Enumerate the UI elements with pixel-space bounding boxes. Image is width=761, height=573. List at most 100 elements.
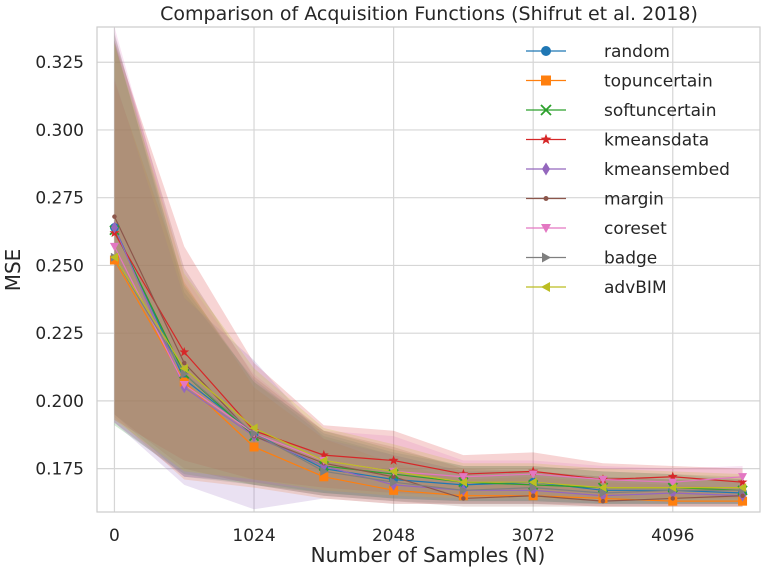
x-tick-label: 1024 xyxy=(232,526,275,546)
marker-point xyxy=(543,196,549,201)
marker-triangle-left xyxy=(109,252,119,262)
x-tick-label: 3072 xyxy=(512,526,555,546)
marker-point xyxy=(461,496,466,501)
band-margin xyxy=(114,35,743,507)
x-axis-label: Number of Samples (N) xyxy=(311,543,546,567)
y-tick-label: 0.225 xyxy=(35,324,84,344)
y-axis-label: MSE xyxy=(1,249,25,292)
marker-star xyxy=(540,133,552,145)
marker-point xyxy=(112,214,117,219)
marker-triangle-left xyxy=(541,282,550,292)
line-margin xyxy=(113,216,743,502)
plot-frame xyxy=(96,26,761,513)
marker-square xyxy=(541,75,551,86)
marker-triangle-right xyxy=(180,369,189,379)
legend-item-topuncertain: topuncertain xyxy=(526,72,713,92)
marker-star xyxy=(667,471,678,481)
y-tick-label: 0.275 xyxy=(35,189,84,209)
y-tick-label: 0.175 xyxy=(35,460,84,480)
marker-circle xyxy=(541,46,551,56)
marker-triangle-down xyxy=(598,475,608,484)
band-badge xyxy=(114,32,743,504)
marker-triangle-down xyxy=(668,478,678,487)
y-tick-label: 0.250 xyxy=(35,256,84,276)
marker-point xyxy=(600,498,606,504)
y-tick-labels: 0.175 0.200 0.225 0.250 0.275 0.300 0.325 xyxy=(35,53,84,479)
series-markers xyxy=(109,214,748,506)
markers-advBIM xyxy=(109,252,747,493)
marker-diamond xyxy=(542,162,550,176)
band-advBIM xyxy=(114,43,743,502)
marker-diamond xyxy=(110,221,119,234)
legend-item-kmeansdata: kmeansdata xyxy=(526,131,709,151)
legend-label: badge xyxy=(604,249,657,269)
marker-square xyxy=(668,496,678,506)
marker-square xyxy=(109,255,119,265)
legend-label: random xyxy=(604,42,670,62)
marker-triangle-down xyxy=(541,224,551,233)
marker-triangle-down xyxy=(458,473,468,482)
marker-point xyxy=(530,493,536,498)
marker-triangle-down xyxy=(109,242,119,251)
band-topuncertain xyxy=(114,81,743,507)
band-kmeansembed xyxy=(114,78,743,510)
legend-label: coreset xyxy=(604,219,667,239)
confidence-bands xyxy=(114,27,743,510)
y-tick-label: 0.325 xyxy=(35,53,84,73)
marker-star xyxy=(737,477,748,487)
legend-label: margin xyxy=(604,190,664,210)
legend-item-coreset: coreset xyxy=(526,219,667,239)
marker-triangle-left xyxy=(249,423,258,433)
legend-item-softuncertain: softuncertain xyxy=(526,101,717,121)
legend-label: kmeansembed xyxy=(604,160,730,180)
legend-label: topuncertain xyxy=(604,72,713,92)
legend-label: softuncertain xyxy=(604,101,717,121)
legend-item-kmeansembed: kmeansembed xyxy=(526,160,730,180)
legend-item-margin: margin xyxy=(526,190,664,210)
marker-triangle-left xyxy=(389,466,398,476)
marker-square xyxy=(249,442,259,452)
marker-triangle-left xyxy=(179,363,188,373)
marker-x xyxy=(540,104,552,116)
marker-star xyxy=(318,449,329,460)
marker-square xyxy=(319,472,329,482)
y-tick-label: 0.300 xyxy=(35,121,84,141)
band-coreset xyxy=(114,27,743,502)
y-tick-label: 0.200 xyxy=(35,392,84,412)
marker-triangle-left xyxy=(668,483,677,493)
marker-triangle-right xyxy=(542,252,551,263)
marker-point xyxy=(740,493,745,498)
legend-item-advBIM: advBIM xyxy=(526,278,667,298)
marker-triangle-down xyxy=(528,470,538,479)
line-badge xyxy=(113,257,743,494)
legend-label: kmeansdata xyxy=(604,131,709,151)
line-coreset xyxy=(113,246,743,483)
marker-triangle-right xyxy=(459,485,468,495)
band-random xyxy=(114,40,743,504)
chart-title: Comparison of Acquisition Functions (Shi… xyxy=(160,3,698,25)
marker-triangle-left xyxy=(528,477,537,487)
marker-star xyxy=(388,455,399,465)
marker-point xyxy=(391,474,396,480)
marker-star xyxy=(179,346,190,357)
legend: random topuncertain softuncertain kmeansdat… xyxy=(526,42,730,298)
marker-triangle-left xyxy=(598,483,607,493)
line-kmeansdata xyxy=(113,232,743,483)
marker-triangle-left xyxy=(458,477,467,487)
band-softuncertain xyxy=(114,43,743,504)
legend-label: advBIM xyxy=(604,278,667,298)
marker-triangle-right xyxy=(390,477,399,487)
band-kmeansdata xyxy=(114,40,743,499)
marker-diamond xyxy=(529,484,537,497)
marker-triangle-left xyxy=(319,456,328,466)
marker-diamond xyxy=(390,479,398,491)
markers-margin xyxy=(112,214,745,504)
x-tick-label: 4096 xyxy=(651,526,694,546)
x-tick-label: 0 xyxy=(109,526,120,546)
legend-item-random: random xyxy=(526,42,670,62)
marker-point xyxy=(181,360,187,366)
marker-diamond xyxy=(599,489,607,502)
line-advBIM xyxy=(113,256,743,489)
x-tick-labels: 0 1024 2048 3072 4096 xyxy=(109,526,694,546)
